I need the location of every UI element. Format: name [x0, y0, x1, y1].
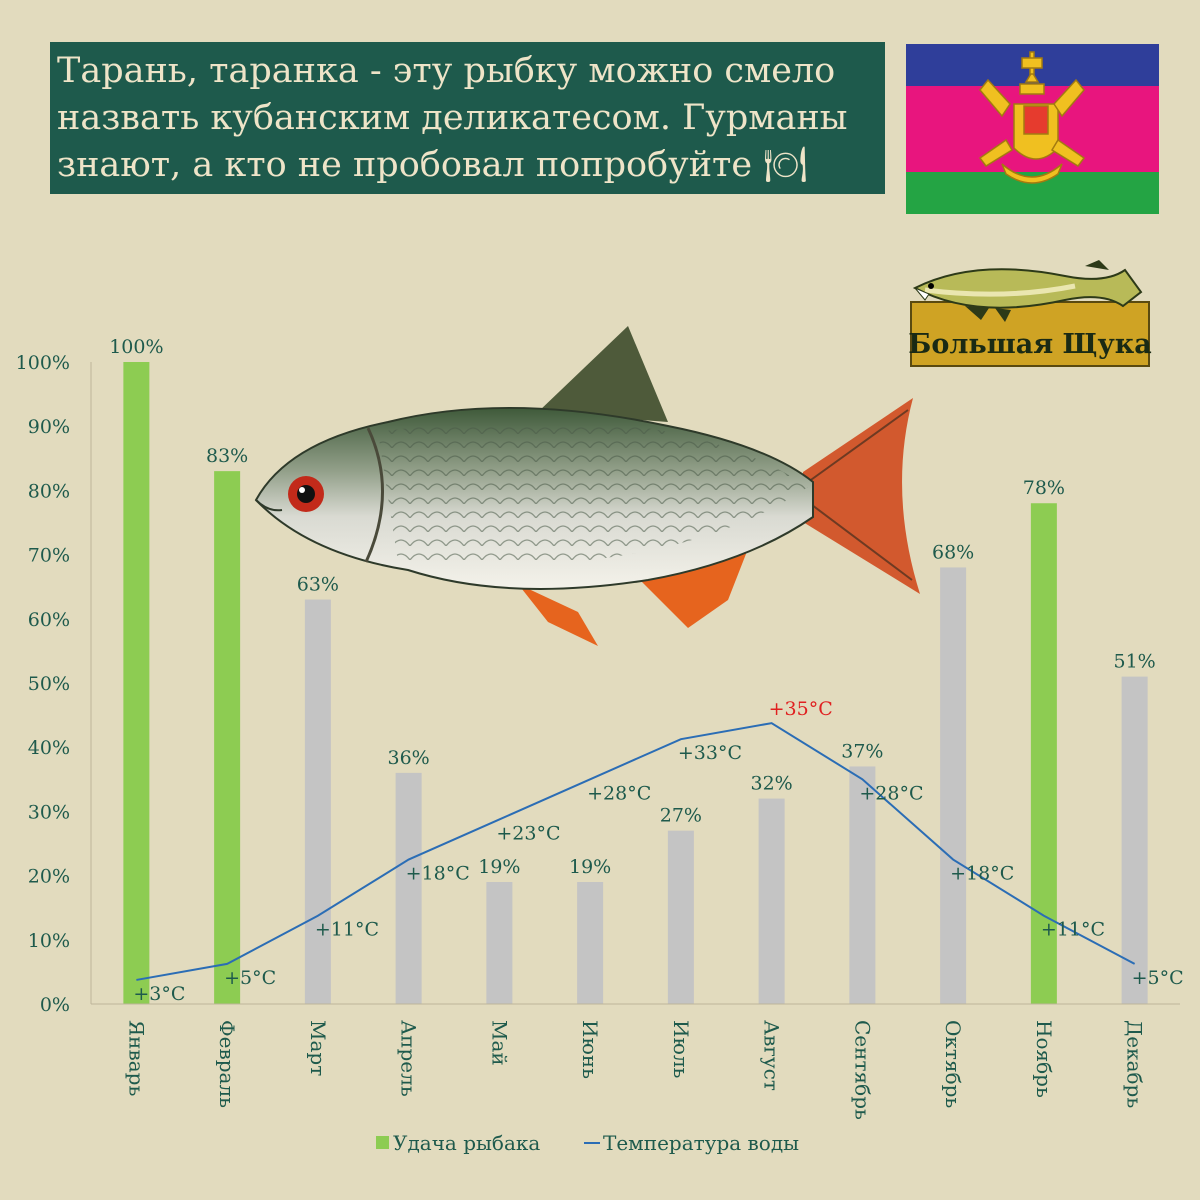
temperature-point-label: +28°C: [587, 782, 651, 804]
x-tick-label: Ноябрь: [1032, 1020, 1056, 1098]
bar: [304, 599, 331, 1004]
y-tick-label: 40%: [28, 737, 70, 759]
y-tick-label: 20%: [28, 866, 70, 888]
bar: [395, 772, 422, 1004]
legend: Удача рыбака Температура воды: [376, 1131, 799, 1155]
logo-text: Большая Щука: [908, 329, 1152, 360]
legend-swatch-bars: [376, 1136, 389, 1149]
temperature-line: [136, 722, 1136, 981]
temperature-point-label: +3°C: [133, 983, 185, 1005]
x-tick-label: Май: [487, 1020, 511, 1066]
bar: [214, 471, 241, 1004]
page-title: Тарань, таранка - эту рыбку можно смело …: [57, 51, 848, 185]
bar: [758, 798, 785, 1004]
temperature-point-label: +23°C: [496, 822, 560, 844]
bar: [849, 766, 876, 1004]
temperature-point-label: +5°C: [1132, 967, 1184, 989]
x-tick-label: Декабрь: [1123, 1020, 1147, 1108]
bar-value-label: 19%: [478, 856, 520, 878]
bar: [577, 882, 604, 1004]
x-tick-label: Январь: [124, 1020, 148, 1096]
y-tick-label: 80%: [28, 480, 70, 502]
bar-value-label: 27%: [660, 805, 702, 827]
legend-label-bars: Удача рыбака: [393, 1131, 540, 1155]
bar-value-label: 83%: [206, 445, 248, 467]
kuban-flag-icon: [906, 44, 1159, 214]
y-axis: 0% 10% 20% 30% 40% 50% 60% 70% 80% 90% 100%: [16, 352, 92, 1016]
temperature-point-label: +11°C: [1041, 919, 1105, 941]
x-tick-label: Февраль: [215, 1020, 239, 1108]
bar-value-label: 19%: [569, 856, 611, 878]
bars-layer: 100% 83% 63% 36% 19% 19% 27% 32% 37% 68% 78% 51%: [109, 336, 1156, 1004]
x-tick-label: Март: [306, 1020, 330, 1076]
x-tick-label: Июнь: [578, 1020, 602, 1079]
y-tick-label: 30%: [28, 801, 70, 823]
bar: [940, 567, 967, 1004]
x-tick-label: Апрель: [397, 1020, 421, 1097]
bar: [486, 882, 513, 1004]
temperature-point-label: +18°C: [950, 863, 1014, 885]
temperature-point-label: +28°C: [859, 782, 923, 804]
bar-value-label: 63%: [297, 574, 339, 596]
bar: [1121, 676, 1148, 1004]
line-layer: +3°C +5°C +11°C +18°C +23°C +28°C +33°C +35°C +2…: [133, 698, 1183, 1005]
temperature-point-label: +35°C: [769, 698, 833, 720]
y-tick-label: 50%: [28, 673, 70, 695]
y-tick-label: 60%: [28, 609, 70, 631]
temperature-point-label: +33°C: [678, 742, 742, 764]
bar-value-label: 100%: [109, 336, 163, 358]
temperature-point-label: +5°C: [224, 967, 276, 989]
x-tick-label: Октябрь: [941, 1020, 965, 1108]
bar: [667, 830, 694, 1004]
bar-value-label: 68%: [932, 541, 974, 563]
x-axis: Январь Февраль Март Апрель Май Июнь Июль Август…: [91, 1003, 1180, 1120]
bar-value-label: 51%: [1114, 651, 1156, 673]
bar-value-label: 37%: [841, 740, 883, 762]
temperature-point-label: +18°C: [406, 863, 470, 885]
x-tick-label: Июль: [669, 1020, 693, 1079]
x-tick-label: Сентябрь: [850, 1020, 874, 1120]
bar-value-label: 78%: [1023, 477, 1065, 499]
pike-logo-icon: Большая Щука: [908, 260, 1152, 367]
bar: [123, 362, 150, 1004]
y-tick-label: 90%: [28, 416, 70, 438]
temperature-point-label: +11°C: [315, 919, 379, 941]
y-tick-label: 10%: [28, 930, 70, 952]
legend-label-line: Температура воды: [603, 1131, 799, 1155]
bar-value-label: 32%: [751, 773, 793, 795]
roach-fish-illustration: [254, 326, 920, 646]
y-tick-label: 70%: [28, 545, 70, 567]
y-tick-label: 0%: [40, 994, 70, 1016]
x-tick-label: Август: [760, 1020, 784, 1091]
title-banner: Тарань, таранка - эту рыбку можно смело …: [50, 42, 885, 194]
bar-value-label: 36%: [388, 747, 430, 769]
y-tick-label: 100%: [16, 352, 70, 374]
